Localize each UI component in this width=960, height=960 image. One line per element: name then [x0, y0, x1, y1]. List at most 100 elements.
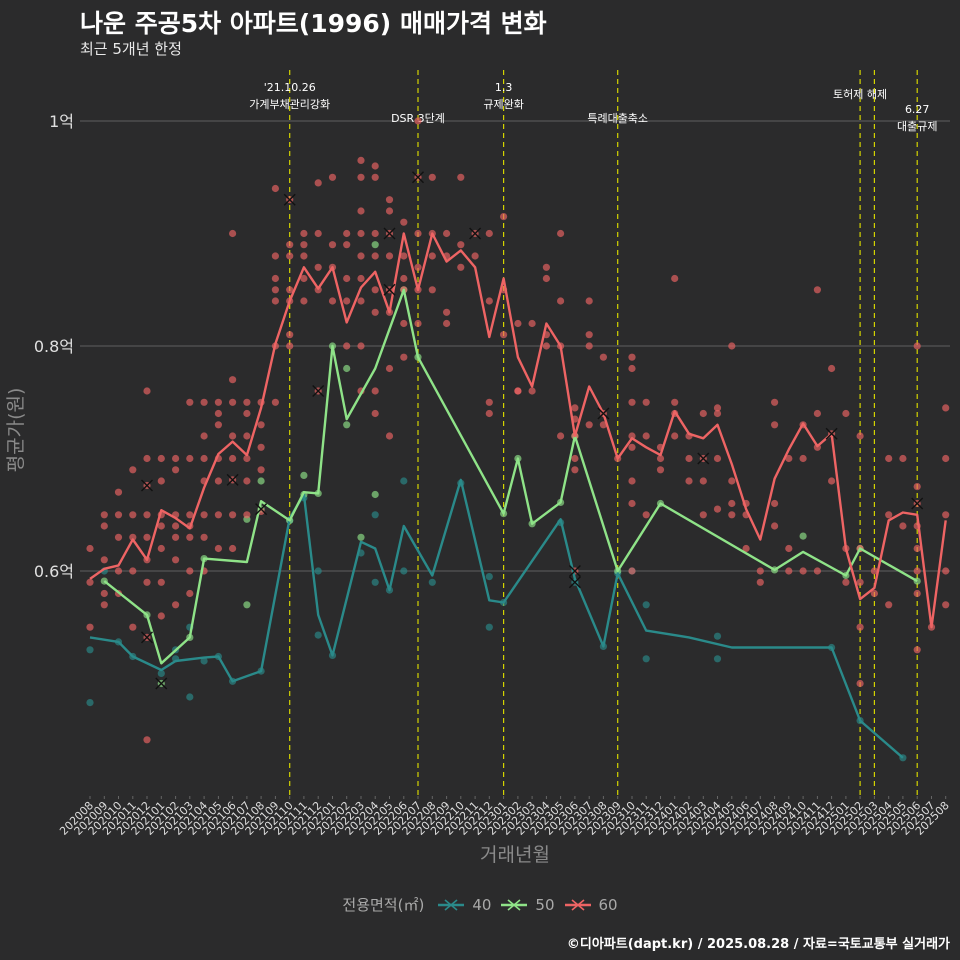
data-point — [785, 567, 793, 575]
cross-marker — [412, 171, 424, 184]
data-point — [628, 432, 636, 440]
data-point — [457, 263, 465, 271]
data-point — [100, 522, 108, 530]
data-point — [343, 274, 351, 283]
data-point — [428, 578, 436, 586]
data-point — [186, 589, 194, 598]
data-point — [685, 454, 693, 463]
data-point — [114, 511, 123, 519]
data-point — [357, 533, 365, 541]
x-axis-title: 거래년월 — [480, 844, 550, 866]
data-point — [785, 454, 793, 463]
data-point — [200, 454, 208, 463]
data-point — [385, 432, 394, 440]
data-point — [286, 286, 294, 294]
data-point — [271, 274, 279, 283]
data-point — [500, 213, 508, 221]
data-point — [243, 432, 251, 440]
data-point — [172, 466, 180, 474]
data-point — [314, 567, 322, 575]
data-point — [414, 263, 422, 271]
data-point — [343, 421, 351, 429]
data-point — [656, 466, 665, 474]
data-point — [357, 207, 365, 215]
data-point — [885, 601, 893, 609]
data-point — [756, 567, 764, 575]
cross-marker — [141, 631, 153, 644]
data-point — [200, 398, 208, 406]
data-point — [942, 454, 950, 463]
data-point — [214, 477, 222, 485]
series-line-50 — [103, 288, 918, 665]
cross-marker — [155, 677, 168, 690]
data-point — [100, 601, 108, 609]
data-point — [628, 499, 636, 508]
data-point — [400, 319, 408, 328]
data-point — [571, 466, 579, 474]
data-point — [328, 173, 337, 181]
data-point — [214, 398, 222, 406]
data-point — [243, 454, 251, 463]
data-point — [200, 657, 208, 665]
data-point — [343, 364, 351, 373]
data-point — [114, 488, 123, 496]
policy-annotation-label: 규제완화 — [483, 98, 523, 111]
data-point — [114, 567, 123, 575]
data-point — [628, 567, 636, 575]
cross-marker — [383, 283, 396, 296]
data-point — [713, 409, 722, 418]
data-point — [243, 409, 251, 418]
legend-key-cross — [507, 898, 521, 911]
data-point — [300, 274, 308, 283]
policy-annotation-label: '21.10.26 — [264, 81, 316, 94]
cross-marker — [911, 497, 924, 510]
data-point — [400, 252, 408, 260]
data-point — [942, 567, 950, 575]
policy-annotation-label: 토허제 해제 — [833, 87, 887, 101]
data-point — [172, 522, 180, 530]
data-point — [842, 409, 850, 418]
data-point — [314, 263, 322, 271]
data-point — [485, 398, 493, 406]
data-point — [514, 319, 522, 328]
cross-marker — [469, 227, 482, 240]
data-point — [214, 544, 222, 553]
data-point — [557, 297, 565, 305]
data-point — [172, 533, 180, 541]
data-point — [186, 511, 194, 519]
data-point — [585, 342, 593, 350]
legend-key-60 — [564, 898, 591, 911]
data-point — [713, 404, 722, 412]
data-point — [257, 466, 265, 474]
data-point — [885, 454, 893, 463]
data-point — [813, 286, 822, 294]
data-point — [143, 454, 151, 463]
chart-subtitle: 최근 5개년 한정 — [80, 40, 182, 58]
data-point — [229, 432, 237, 440]
data-point — [371, 490, 379, 499]
data-point — [100, 589, 108, 598]
data-point — [371, 578, 379, 586]
legend-item-40: 40 — [436, 896, 491, 914]
data-point — [371, 511, 379, 519]
data-point — [186, 533, 194, 541]
policy-annotation-label: 가계부채관리강화 — [249, 98, 330, 111]
series-markers-60 — [141, 171, 924, 644]
data-point — [357, 173, 365, 181]
policy-annotation-label: 대출규제 — [897, 120, 937, 133]
y-tick-label: 1억 — [49, 112, 74, 131]
data-point — [428, 286, 436, 294]
data-point — [371, 409, 379, 418]
data-point — [229, 376, 237, 384]
legend-title: 전용면적(㎡) — [342, 896, 425, 914]
data-point — [414, 319, 422, 328]
cross-marker — [568, 576, 581, 589]
data-point — [813, 567, 822, 575]
data-point — [400, 274, 408, 283]
series-markers-50 — [155, 503, 268, 690]
data-point — [500, 331, 508, 339]
data-point — [628, 443, 636, 451]
y-tick-label: 0.6억 — [34, 562, 74, 581]
cross-marker — [383, 227, 396, 240]
data-point — [913, 544, 921, 553]
